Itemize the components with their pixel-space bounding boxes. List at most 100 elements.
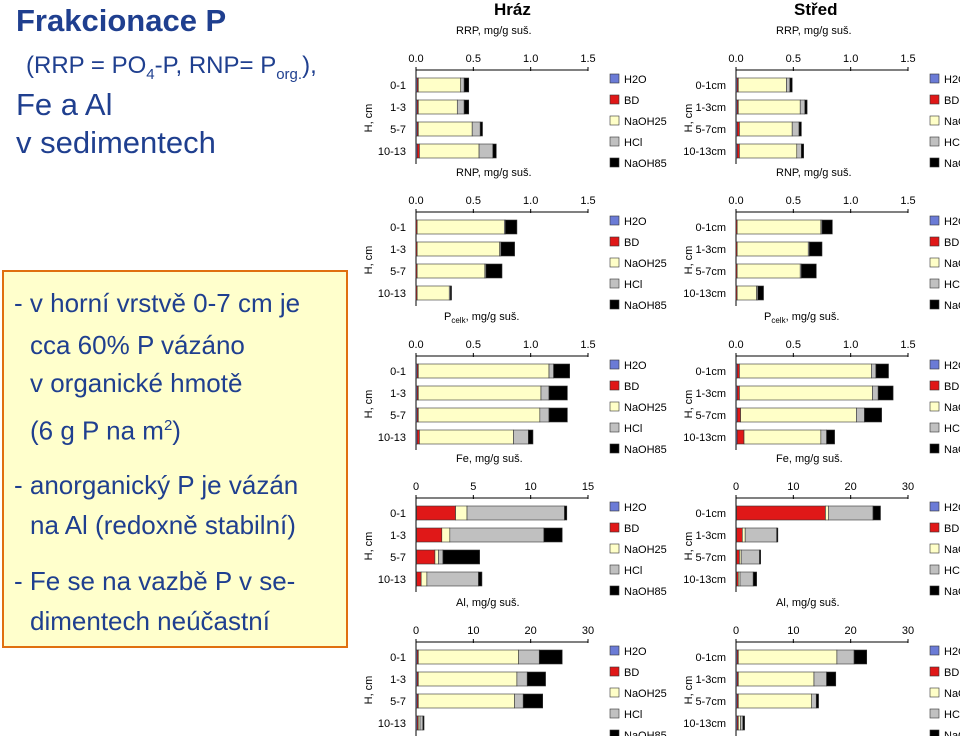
chart-1-legend-swatch — [929, 115, 940, 126]
chart-5-bar-naoh25 — [743, 429, 822, 445]
chart-5-legend-swatch — [929, 401, 940, 412]
chart-9-bar-naoh85 — [742, 715, 745, 731]
chart-9-title: Al, mg/g suš. — [776, 597, 840, 609]
chart-7-ylabel: H, cm — [683, 532, 695, 561]
chart-4-ylabel: H, cm — [363, 390, 375, 419]
chart-8-bar-hcl — [516, 671, 528, 687]
chart-6-category-label: 0-1 — [390, 508, 406, 520]
chart-5-bar-hcl — [871, 363, 877, 379]
chart-8-bar-hcl — [514, 693, 524, 709]
chart-5-bar-naoh25 — [739, 385, 873, 401]
chart-6-category-label: 1-3 — [390, 530, 406, 542]
chart-7-bar-naoh25 — [825, 505, 829, 521]
chart-4-category-label: 1-3 — [390, 388, 406, 400]
notes-box: - v horní vrstvě 0-7 cm je cca 60% P váz… — [2, 270, 348, 648]
chart-1-xtick-label: 0.5 — [786, 53, 801, 65]
chart-1-legend-label: NaOH85 — [944, 158, 960, 170]
chart-3-legend-label: H2O — [944, 216, 960, 228]
chart-3-category-label: 10-13cm — [683, 288, 726, 300]
title-line-2-sub1: 4 — [146, 65, 155, 83]
chart-0-ylabel: H, cm — [363, 104, 375, 133]
chart-4-legend-swatch — [609, 401, 620, 412]
chart-9-legend-label: H2O — [944, 646, 960, 658]
chart-0-bar-naoh85 — [463, 77, 470, 93]
chart-7-bar-hcl — [828, 505, 874, 521]
chart-9-legend-swatch — [929, 666, 940, 677]
chart-7-xtick-label: 0 — [733, 481, 739, 493]
chart-4-category-label: 5-7 — [390, 410, 406, 422]
chart-6-legend-swatch — [609, 585, 620, 596]
chart-3-legend-label: NaOH85 — [944, 300, 960, 312]
chart-7-xtick-label: 30 — [902, 481, 914, 493]
chart-4-legend-swatch — [609, 443, 620, 454]
chart-3-legend-swatch — [929, 257, 940, 268]
chart-2-legend-label: BD — [624, 237, 639, 249]
chart-5-bar-naoh85 — [877, 385, 894, 401]
chart-5-category-label: 0-1cm — [695, 366, 726, 378]
chart-1-bar-naoh85 — [801, 143, 804, 159]
chart-5-bar-naoh25 — [739, 363, 872, 379]
chart-3-bar-naoh25 — [736, 219, 822, 235]
chart-7-bar-bd — [736, 549, 740, 565]
chart-1-legend-swatch — [929, 73, 940, 84]
chart-8-title: Al, mg/g suš. — [456, 597, 520, 609]
chart-9-legend-label: HCl — [944, 709, 960, 721]
title-line-2-a: (RRP = PO — [26, 52, 147, 79]
chart-8-bar-naoh85 — [538, 649, 563, 665]
chart-7-bar-hcl — [744, 527, 778, 543]
chart-6-bar-naoh25 — [434, 549, 439, 565]
chart-0-legend-label: NaOH25 — [624, 116, 667, 128]
chart-2-category-label: 5-7 — [390, 266, 406, 278]
chart-0-bar-naoh25 — [417, 99, 458, 115]
chart-2-category-label: 10-13 — [378, 288, 406, 300]
chart-5-legend-label: NaOH85 — [944, 444, 960, 456]
chart-2-bar-naoh25 — [416, 285, 450, 301]
title-line-1: Frakcionace P — [16, 3, 227, 38]
chart-2-title: RNP, mg/g suš. — [456, 167, 532, 179]
chart-1-legend-swatch — [929, 94, 940, 105]
chart-0-category-label: 5-7 — [390, 124, 406, 136]
chart-2-legend-swatch — [609, 299, 620, 310]
chart-5-xtick-label: 1.5 — [900, 339, 915, 351]
chart-4-bar-naoh25 — [417, 407, 541, 423]
title-line-2-c: ), — [302, 52, 317, 79]
chart-4-bar-naoh85 — [548, 407, 568, 423]
chart-8-category-label: 5-7 — [390, 696, 406, 708]
chart-8-category-label: 0-1 — [390, 652, 406, 664]
chart-6-title: Fe, mg/g suš. — [456, 453, 523, 465]
chart-7-legend-label: H2O — [944, 502, 960, 514]
chart-7-category-label: 5-7cm — [695, 552, 726, 564]
chart-8-legend-swatch — [609, 729, 620, 736]
chart-7-bar-hcl — [740, 549, 760, 565]
chart-3-xtick-label: 0.0 — [728, 195, 743, 207]
chart-4-xtick-label: 1.5 — [580, 339, 595, 351]
chart-6-bar-hcl — [449, 527, 545, 543]
chart-8-bar-naoh25 — [417, 693, 515, 709]
chart-6-bar-bd — [416, 571, 422, 587]
chart-3-bar-naoh85 — [809, 241, 823, 257]
chart-4-bar-naoh25 — [419, 429, 514, 445]
chart-8-bar-naoh85 — [422, 715, 425, 731]
chart-4-legend-label: BD — [624, 381, 639, 393]
chart-6-bar-naoh25 — [455, 505, 468, 521]
title-line-2: (RRP = PO4-P, RNP= Porg.), — [26, 52, 317, 83]
chart-5-bar-naoh25 — [740, 407, 857, 423]
chart-2-bar-naoh85 — [505, 219, 518, 235]
chart-6-bar-bd — [416, 527, 443, 543]
chart-3-legend-swatch — [929, 299, 940, 310]
chart-9-ylabel: H, cm — [683, 676, 695, 705]
chart-3-legend-label: NaOH25 — [944, 258, 960, 270]
chart-8-legend-label: H2O — [624, 646, 647, 658]
chart-4-bar-naoh85 — [528, 429, 534, 445]
chart-5-bar-hcl — [872, 385, 879, 401]
note-line-3: v organické hmotě — [30, 368, 243, 398]
chart-5-category-label: 10-13cm — [683, 432, 726, 444]
chart-5-legend-swatch — [929, 359, 940, 370]
chart-4-bar-naoh25 — [417, 385, 542, 401]
chart-4-legend-swatch — [609, 359, 620, 370]
chart-4-category-label: 10-13 — [378, 432, 406, 444]
chart-6-bar-hcl — [466, 505, 565, 521]
chart-2-legend-label: NaOH85 — [624, 300, 667, 312]
chart-1-bar-naoh25 — [737, 99, 801, 115]
